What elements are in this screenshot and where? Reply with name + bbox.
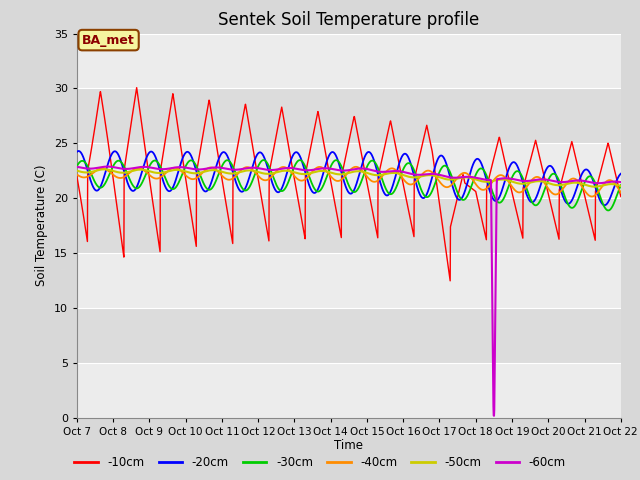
Y-axis label: Soil Temperature (C): Soil Temperature (C) [35,165,48,287]
Bar [77,198,621,253]
Text: BA_met: BA_met [82,34,135,47]
Bar [77,88,621,144]
Bar [77,34,621,88]
Bar [77,308,621,363]
Bar [77,363,621,418]
Bar [77,253,621,308]
Legend: -10cm, -20cm, -30cm, -40cm, -50cm, -60cm: -10cm, -20cm, -30cm, -40cm, -50cm, -60cm [70,452,570,474]
Bar [77,144,621,198]
Title: Sentek Soil Temperature profile: Sentek Soil Temperature profile [218,11,479,29]
X-axis label: Time: Time [334,439,364,453]
